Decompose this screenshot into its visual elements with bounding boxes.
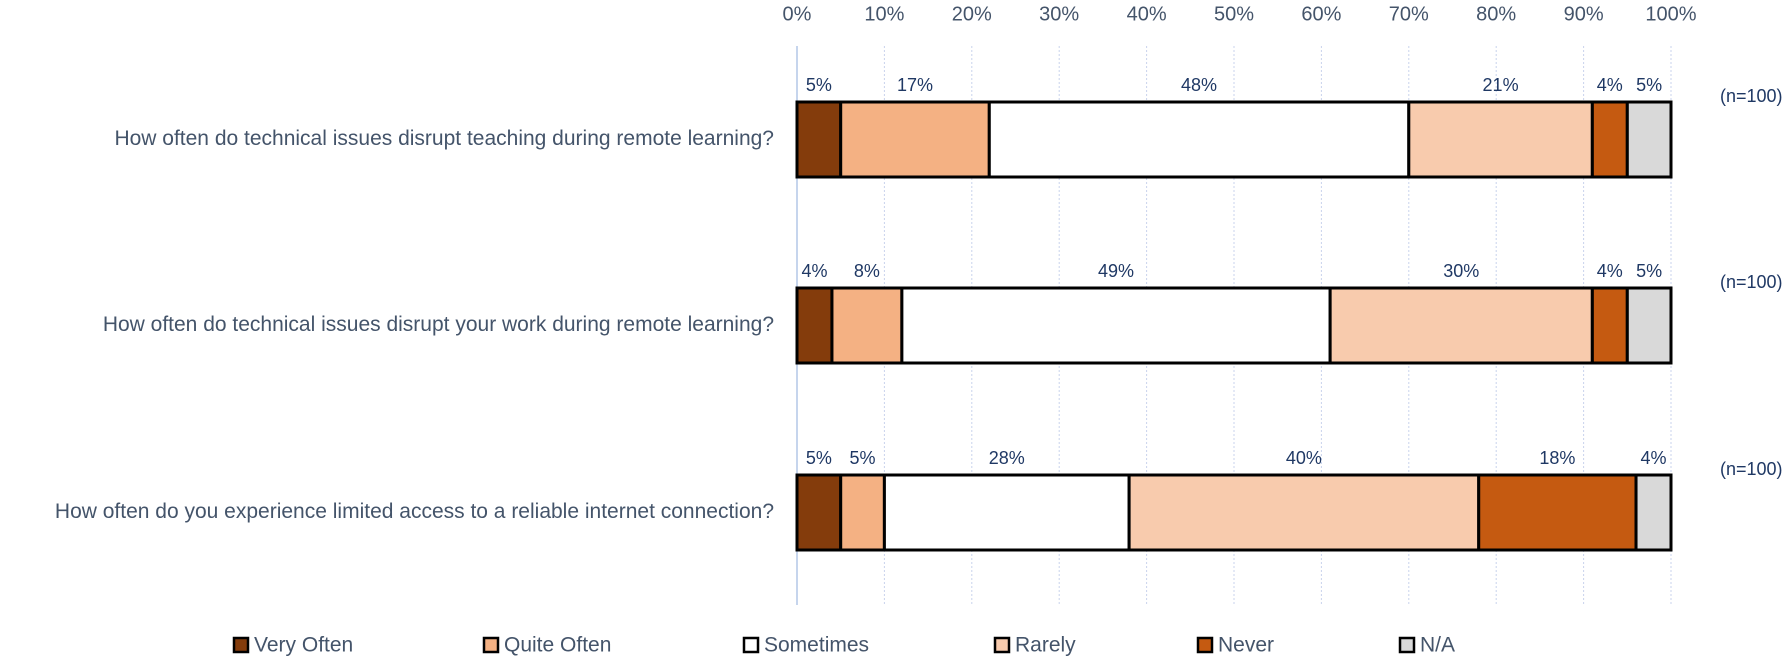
bar-segment — [882, 473, 1131, 552]
legend-label: Never — [1218, 634, 1274, 657]
legend-swatch — [232, 636, 250, 654]
value-label: 18% — [1539, 448, 1575, 468]
bar-segment — [1634, 473, 1673, 552]
legend-label: Quite Often — [504, 634, 611, 657]
value-label: 17% — [897, 75, 933, 95]
x-tick-label: 10% — [864, 3, 904, 25]
legend-swatch — [1398, 636, 1416, 654]
bar-segment — [987, 100, 1411, 179]
category-label: How often do you experience limited acce… — [55, 500, 774, 523]
value-label: 4% — [1597, 261, 1623, 281]
value-label: 21% — [1483, 75, 1519, 95]
bar-segment — [900, 286, 1332, 365]
legend-label: Very Often — [254, 634, 353, 657]
bar-segment — [1477, 473, 1638, 552]
x-tick-label: 40% — [1127, 3, 1167, 25]
value-label: 4% — [801, 261, 827, 281]
value-label: 5% — [806, 448, 832, 468]
value-label: 8% — [854, 261, 880, 281]
bar-segment — [795, 473, 843, 552]
x-tick-label: 50% — [1214, 3, 1254, 25]
n-label: (n=100) — [1720, 459, 1783, 479]
value-label: 5% — [806, 75, 832, 95]
legend-swatch — [993, 636, 1011, 654]
category-label: How often do technical issues disrupt te… — [114, 127, 774, 150]
bar-segment — [830, 286, 904, 365]
value-label: 5% — [850, 448, 876, 468]
bar-segment — [839, 473, 886, 552]
bar-segment — [839, 100, 991, 179]
legend-swatch — [482, 636, 500, 654]
value-label: 5% — [1636, 261, 1662, 281]
value-label: 49% — [1098, 261, 1134, 281]
value-label: 4% — [1641, 448, 1667, 468]
bar-segment — [1590, 100, 1629, 179]
x-tick-label: 90% — [1564, 3, 1604, 25]
x-tick-label: 70% — [1389, 3, 1429, 25]
category-label: How often do technical issues disrupt yo… — [103, 313, 774, 336]
x-tick-label: 0% — [783, 3, 812, 25]
x-tick-label: 30% — [1039, 3, 1079, 25]
legend-label: Rarely — [1015, 634, 1076, 657]
legend-swatch — [1196, 636, 1214, 654]
bar-segment — [1625, 286, 1673, 365]
bar-segment — [795, 286, 834, 365]
x-tick-label: 60% — [1301, 3, 1341, 25]
value-label: 48% — [1181, 75, 1217, 95]
legend-label: N/A — [1420, 634, 1455, 657]
value-label: 30% — [1443, 261, 1479, 281]
n-label: (n=100) — [1720, 272, 1783, 292]
bar-segment — [1625, 100, 1673, 179]
x-tick-label: 100% — [1645, 3, 1696, 25]
n-label: (n=100) — [1720, 86, 1783, 106]
legend-label: Sometimes — [764, 634, 869, 657]
bar-segment — [1407, 100, 1594, 179]
bar-segment — [1590, 286, 1629, 365]
bar-segment — [795, 100, 843, 179]
value-label: 40% — [1286, 448, 1322, 468]
x-tick-label: 20% — [952, 3, 992, 25]
value-label: 4% — [1597, 75, 1623, 95]
legend-swatch — [742, 636, 760, 654]
value-label: 28% — [989, 448, 1025, 468]
bar-segment — [1328, 286, 1594, 365]
value-label: 5% — [1636, 75, 1662, 95]
bar-segment — [1127, 473, 1481, 552]
x-tick-label: 80% — [1476, 3, 1516, 25]
